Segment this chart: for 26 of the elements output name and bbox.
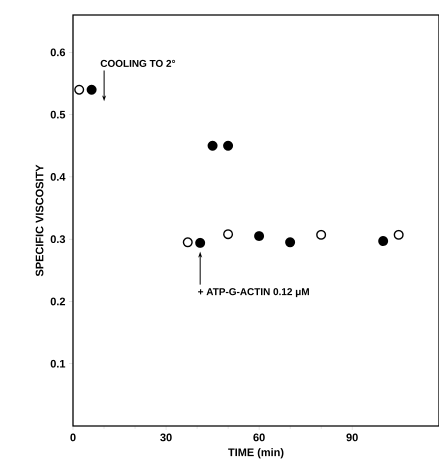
x-axis-title: TIME (min)	[228, 448, 284, 458]
y-tick-label: 0.6	[50, 48, 66, 56]
y-tick-label: 0.2	[50, 298, 66, 306]
point	[86, 84, 97, 95]
x-tick-label: 90	[346, 434, 358, 442]
y-axis-title: SPECIFIC VISCOSITY	[36, 164, 44, 276]
point	[223, 229, 234, 240]
point	[182, 237, 193, 248]
y-tick-label: 0.3	[50, 235, 66, 244]
point	[74, 84, 84, 95]
point	[208, 140, 218, 151]
annotation: COOLING TO 2°	[100, 60, 176, 67]
point	[394, 230, 404, 240]
point	[378, 236, 388, 246]
y-tick-label: 0.4	[50, 173, 66, 181]
annotation: + ATP-G-ACTIN 0.12 μM	[198, 288, 309, 298]
point	[223, 140, 234, 151]
y-tick-label: 0.1	[50, 360, 66, 368]
point	[285, 237, 296, 248]
x-tick-label: 60	[253, 434, 265, 442]
point	[316, 230, 326, 240]
point	[195, 238, 206, 248]
point	[254, 231, 264, 242]
x-tick-label: 0	[70, 434, 76, 442]
x-tick-label: 30	[160, 434, 172, 442]
y-tick-label: 0.5	[50, 110, 66, 119]
